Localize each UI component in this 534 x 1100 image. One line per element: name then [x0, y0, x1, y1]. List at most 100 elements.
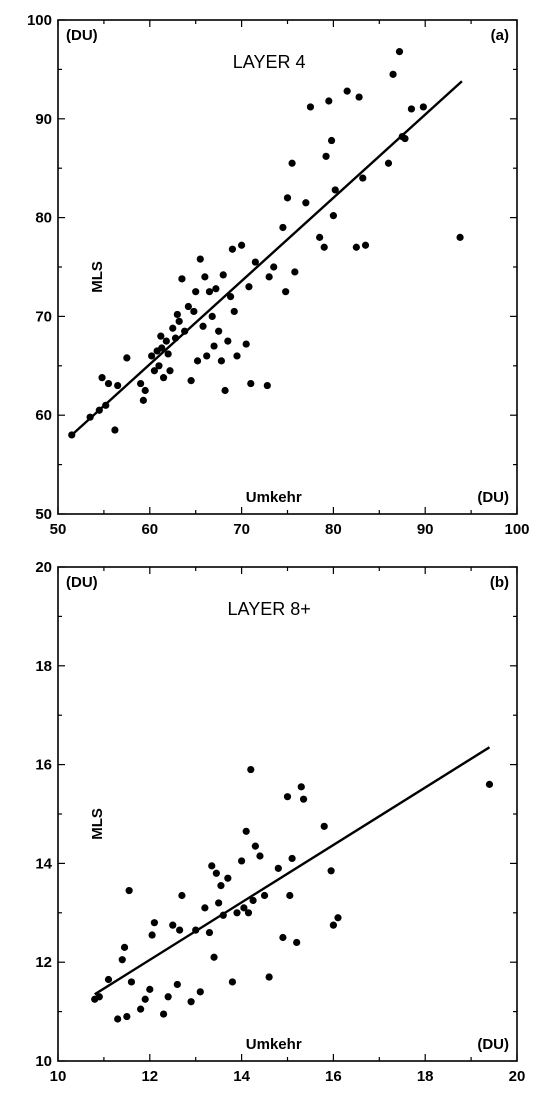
data-point — [169, 324, 177, 332]
data-point — [139, 396, 147, 404]
data-point — [219, 911, 227, 919]
y-tick-label: 90 — [35, 111, 52, 128]
x-tick-label: 10 — [50, 1068, 67, 1085]
data-point — [327, 867, 335, 875]
y-tick-label: 12 — [35, 954, 52, 971]
data-point — [86, 413, 94, 421]
data-point — [343, 87, 351, 95]
data-point — [283, 793, 292, 801]
data-point — [159, 1010, 168, 1018]
data-point — [141, 995, 149, 1003]
data-point — [329, 921, 337, 929]
data-point — [265, 273, 273, 281]
data-point — [148, 931, 156, 939]
data-point — [334, 914, 342, 922]
data-point — [187, 377, 195, 385]
data-point — [263, 381, 271, 390]
data-point — [359, 174, 367, 182]
data-point — [244, 909, 253, 917]
data-point — [401, 134, 409, 143]
data-point — [187, 998, 195, 1006]
y-tick-label: 14 — [35, 855, 52, 872]
data-point — [249, 896, 257, 905]
data-point — [205, 288, 214, 296]
data-point — [283, 194, 292, 202]
data-point — [265, 973, 273, 981]
data-point — [316, 233, 324, 241]
data-point — [164, 993, 172, 1001]
x-tick-label: 50 — [50, 521, 67, 538]
data-point — [286, 891, 294, 900]
data-point — [291, 268, 299, 276]
data-point — [173, 980, 181, 989]
data-point — [196, 255, 204, 263]
data-point — [224, 874, 232, 882]
data-point — [157, 332, 165, 340]
data-point — [224, 337, 232, 345]
data-point — [114, 1015, 122, 1023]
data-point — [175, 317, 183, 325]
data-point — [389, 70, 397, 78]
y-tick-label: 100 — [27, 12, 52, 29]
data-point — [456, 233, 464, 241]
data-point — [196, 988, 204, 996]
data-point — [395, 48, 404, 56]
x-tick-label: 14 — [233, 1068, 250, 1085]
x-tick-label: 90 — [417, 521, 434, 538]
data-point — [302, 199, 310, 207]
data-point — [203, 352, 211, 360]
data-point — [162, 337, 170, 345]
data-point — [68, 431, 76, 439]
data-point — [164, 350, 172, 358]
data-point — [260, 891, 269, 900]
data-point — [95, 406, 103, 414]
data-point — [208, 312, 216, 320]
data-point — [141, 386, 149, 395]
x-tick-label: 80 — [325, 521, 342, 538]
data-point — [331, 186, 339, 194]
data-point — [327, 136, 336, 145]
data-point — [210, 953, 218, 961]
x-tick-label: 18 — [417, 1068, 434, 1085]
data-point — [104, 379, 113, 388]
data-point — [205, 928, 214, 937]
y-tick-label: 50 — [35, 506, 52, 523]
data-point — [325, 97, 333, 105]
data-point — [233, 909, 241, 917]
data-point — [251, 842, 259, 850]
data-point — [219, 271, 227, 279]
panel-label: (a) — [491, 27, 509, 44]
data-point — [212, 869, 220, 877]
data-point — [282, 288, 290, 296]
data-point — [192, 288, 200, 296]
data-point — [201, 273, 209, 281]
x-axis-label: Umkehr — [246, 1036, 302, 1053]
data-point — [125, 886, 133, 895]
y-tick-label: 80 — [35, 210, 52, 227]
panel-label: (b) — [490, 574, 509, 591]
data-point — [215, 327, 223, 335]
data-point — [320, 243, 328, 251]
data-point — [270, 263, 278, 271]
data-point — [158, 344, 166, 352]
y-unit-label: (DU) — [66, 27, 98, 44]
data-point — [176, 926, 184, 934]
y-tick-label: 60 — [35, 407, 52, 424]
data-point — [361, 241, 370, 249]
data-point — [226, 293, 235, 301]
data-point — [169, 921, 177, 929]
data-point — [178, 891, 186, 900]
data-point — [193, 357, 202, 365]
y-axis-label: MLS — [89, 808, 106, 840]
panel-layer-4: 50 60 70 80 90 100 50 60 70 80 90 100 (DU) (a) (DU) LAY… — [27, 12, 530, 538]
data-point — [171, 334, 180, 342]
data-point — [150, 919, 158, 927]
data-point — [166, 367, 174, 375]
data-point — [384, 159, 393, 167]
data-point — [228, 245, 237, 253]
data-point — [256, 852, 264, 860]
x-tick-label: 20 — [509, 1068, 526, 1085]
data-point — [148, 352, 156, 360]
data-point — [355, 93, 363, 101]
